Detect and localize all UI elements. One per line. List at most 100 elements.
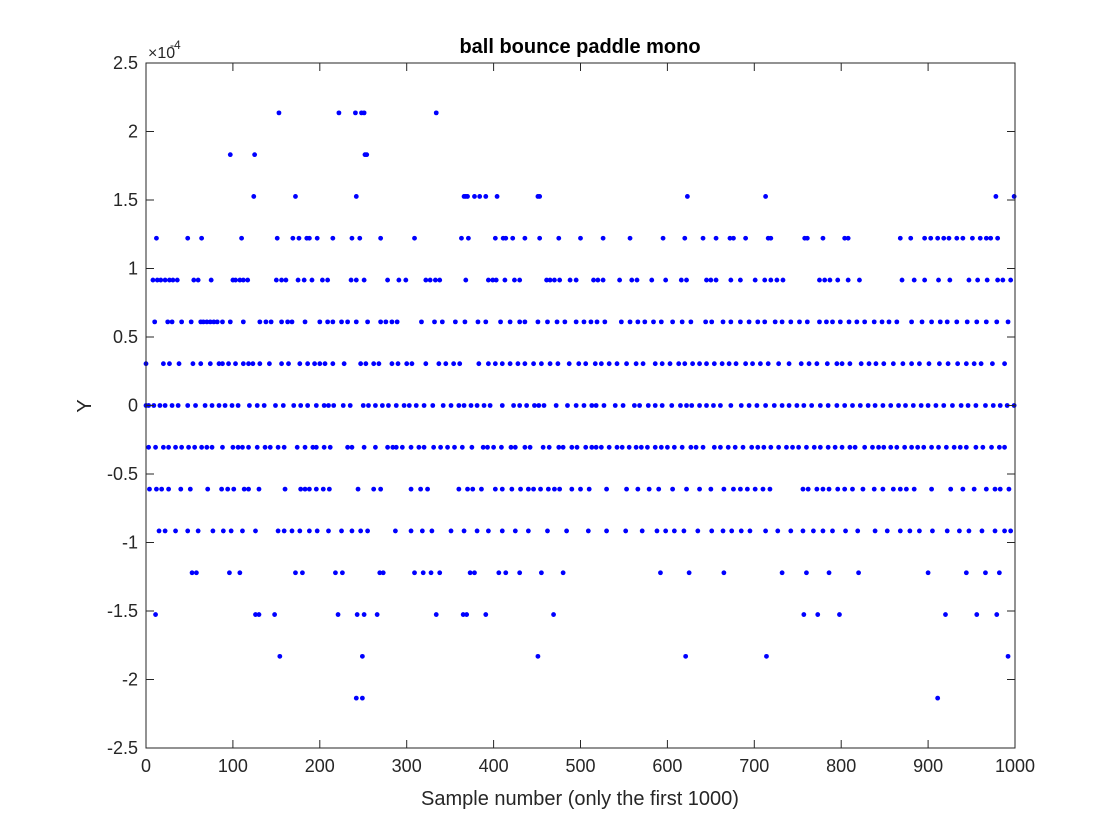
data-point <box>326 486 332 492</box>
data-point <box>670 486 676 492</box>
data-point <box>216 361 222 367</box>
data-point <box>263 319 269 325</box>
data-point <box>373 403 378 408</box>
data-point <box>917 361 922 367</box>
data-point <box>170 277 176 283</box>
data-point <box>531 361 536 367</box>
data-point <box>353 110 358 116</box>
data-point <box>872 403 878 408</box>
data-point <box>222 403 228 408</box>
data-point <box>525 486 531 492</box>
data-point <box>915 444 921 450</box>
data-point <box>850 403 855 408</box>
data-point <box>209 403 215 408</box>
data-point <box>888 444 894 450</box>
data-point <box>624 361 629 367</box>
data-point <box>361 444 367 450</box>
data-point <box>804 444 809 450</box>
data-point <box>704 361 709 367</box>
data-point <box>522 444 528 450</box>
data-point <box>633 444 639 450</box>
data-point <box>983 319 989 325</box>
data-point <box>321 403 327 408</box>
data-point <box>995 235 1001 241</box>
data-point <box>620 403 626 408</box>
data-point <box>547 361 553 367</box>
data-point <box>490 277 496 283</box>
data-point <box>403 277 409 283</box>
data-point <box>472 570 477 576</box>
x-tick-label: 600 <box>652 756 682 776</box>
data-point <box>866 361 872 367</box>
data-point <box>483 319 489 325</box>
data-point <box>348 277 354 283</box>
data-point <box>963 444 969 450</box>
data-point <box>719 361 725 367</box>
data-point <box>804 235 810 241</box>
data-point <box>195 277 201 283</box>
data-point <box>361 110 367 116</box>
data-point <box>147 486 152 492</box>
data-point <box>732 444 738 450</box>
data-point <box>433 612 439 617</box>
data-point <box>943 444 949 450</box>
data-point <box>822 277 828 283</box>
data-point <box>784 444 789 450</box>
data-point <box>491 444 496 450</box>
data-point <box>355 486 361 492</box>
data-point <box>749 444 755 450</box>
data-point <box>880 486 886 492</box>
data-point <box>935 235 941 241</box>
y-axis-label: Y <box>74 399 96 412</box>
data-point <box>509 486 515 492</box>
tick-label-group: 0 100 200 300 400 500 600 700 800 900 1000 -2.5 -2 -1… <box>107 53 1035 776</box>
data-point <box>499 444 504 450</box>
data-point <box>700 235 706 241</box>
data-point <box>320 277 325 283</box>
data-point <box>297 528 303 534</box>
data-point <box>658 319 664 325</box>
data-point <box>988 235 994 241</box>
data-point <box>926 361 932 367</box>
data-point <box>174 277 180 283</box>
data-point <box>671 444 677 450</box>
data-point <box>419 528 425 534</box>
data-point <box>459 235 464 241</box>
data-point <box>654 528 660 534</box>
data-point <box>604 528 609 534</box>
data-point <box>576 361 582 367</box>
data-point <box>353 695 359 701</box>
data-point <box>774 277 780 283</box>
data-point <box>589 444 595 450</box>
data-point <box>711 403 716 408</box>
data-point <box>487 403 493 408</box>
data-point <box>578 486 583 492</box>
data-point <box>652 403 658 408</box>
data-point <box>165 319 171 325</box>
data-point <box>226 361 231 367</box>
data-point <box>817 403 823 408</box>
data-point <box>522 361 528 367</box>
data-point <box>801 403 807 408</box>
data-point <box>842 235 848 241</box>
data-point <box>801 612 807 617</box>
data-point <box>536 403 542 408</box>
data-point <box>200 319 206 325</box>
data-point <box>897 486 903 492</box>
data-point <box>944 528 950 534</box>
data-point <box>169 319 175 325</box>
data-point <box>358 528 364 534</box>
data-point <box>958 403 964 408</box>
data-point <box>166 486 171 492</box>
data-point <box>917 528 922 534</box>
data-point <box>951 444 957 450</box>
data-point <box>574 444 580 450</box>
data-point <box>227 152 233 158</box>
data-point <box>538 486 543 492</box>
data-point <box>588 319 594 325</box>
data-point <box>826 570 832 576</box>
data-point <box>341 361 347 367</box>
data-point <box>230 444 236 450</box>
data-point <box>994 319 1000 325</box>
data-point <box>353 194 359 199</box>
